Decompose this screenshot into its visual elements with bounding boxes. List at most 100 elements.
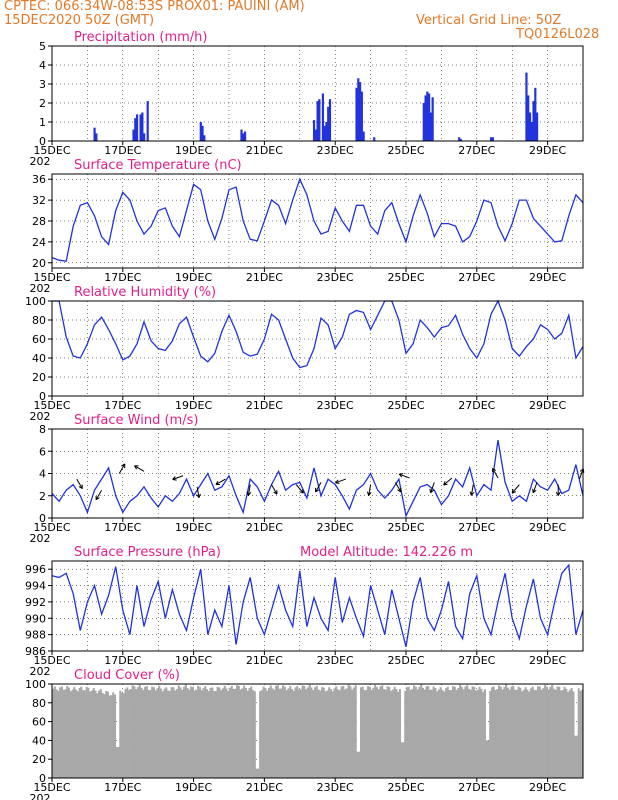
- cloud-bar: [581, 689, 584, 778]
- cloud-bar: [375, 687, 378, 778]
- cloud-bar: [186, 687, 189, 778]
- cloud-bar: [483, 689, 486, 778]
- precip-bar: [431, 97, 434, 141]
- series-line: [51, 439, 584, 518]
- cloud-bar: [147, 689, 150, 778]
- cloud-bar: [64, 689, 67, 778]
- wind-arrow-head: [469, 491, 472, 496]
- cloud-bar: [66, 685, 69, 778]
- wind-arrow-head: [557, 491, 561, 496]
- cloud-bar: [292, 690, 295, 778]
- wind-arrow-shaft: [247, 484, 251, 496]
- x-tick-label: 25DEC: [387, 654, 424, 667]
- cloud-bar: [85, 686, 88, 778]
- x-tick-label: 21DEC: [246, 654, 283, 667]
- cloud-bar: [165, 687, 168, 778]
- cloud-bar: [322, 687, 325, 778]
- wind-arrow: [295, 484, 304, 494]
- panel-5: Cloud Cover (%) 0 20 40 60 80 100 15DEC 17DEC 19D…: [25, 668, 584, 800]
- cloud-bar: [182, 686, 186, 778]
- wind-arrow: [315, 482, 322, 493]
- precip-bar: [525, 72, 528, 141]
- y-tick-label: 100: [25, 295, 46, 308]
- panel-2: Relative Humidity (%) 0 20 40 60 80 100 15DEC 17…: [25, 285, 584, 423]
- cloud-bar: [252, 690, 255, 778]
- y-tick-label: 36: [32, 173, 46, 186]
- cloud-bar: [510, 686, 513, 778]
- cloud-bar: [73, 687, 76, 778]
- cloud-bar: [464, 686, 467, 778]
- x-tick-label: 23DEC: [317, 399, 354, 412]
- cloud-bar: [441, 689, 444, 778]
- cloud-bar: [374, 684, 377, 778]
- cloud-bar: [554, 689, 557, 778]
- cloud-bar: [363, 690, 366, 778]
- precip-bar: [428, 93, 431, 141]
- cloud-bar: [559, 690, 563, 778]
- y-tick-label: 100: [25, 678, 46, 691]
- cloud-bar: [273, 689, 276, 778]
- cloud-bar: [227, 690, 230, 778]
- precip-bar: [532, 101, 535, 141]
- wind-arrow: [246, 484, 252, 496]
- cloud-bar: [92, 688, 95, 778]
- cloud-bar: [305, 689, 308, 778]
- cloud-bar: [262, 686, 265, 778]
- cloud-bar: [282, 685, 285, 778]
- x-tick-label: 21DEC: [246, 521, 283, 534]
- cloud-bar: [129, 688, 132, 778]
- y-tick-label: 20: [32, 371, 46, 384]
- wind-arrow: [366, 484, 372, 496]
- precip-bar: [535, 112, 539, 141]
- cloud-bar: [455, 689, 458, 778]
- wind-arrow-shaft: [470, 484, 474, 496]
- cloud-bar: [354, 685, 357, 778]
- precip-bar: [143, 133, 146, 141]
- cloud-bar: [340, 686, 343, 778]
- cloud-bar: [367, 686, 370, 778]
- cloud-bar: [549, 686, 552, 778]
- cloud-bar: [200, 690, 203, 778]
- cloud-bar: [565, 688, 568, 778]
- x-tick-label: 15DEC: [33, 144, 70, 157]
- cloud-bar: [140, 687, 143, 778]
- panel-4: Surface Pressure (hPa) Model Altitude: 14…: [25, 545, 584, 678]
- cloud-bar: [347, 684, 350, 778]
- wind-arrow-head: [512, 491, 517, 494]
- wind-arrow-shaft: [335, 478, 346, 484]
- cloud-bar: [370, 689, 373, 778]
- cloud-bar: [89, 691, 92, 778]
- precip-bar: [318, 99, 321, 141]
- x-tick-label: 15DEC: [33, 399, 70, 412]
- panel-frame: [51, 428, 584, 519]
- x-tick-label: 23DEC: [317, 781, 354, 794]
- cloud-bar: [556, 686, 559, 778]
- cloud-bar: [446, 686, 449, 778]
- x-tick-label: 27DEC: [458, 654, 495, 667]
- wind-arrow-head: [470, 492, 475, 496]
- panel-title: Precipitation (mm/h): [74, 30, 207, 45]
- cloud-bar: [386, 686, 389, 778]
- x-tick-label: 15DEC: [33, 781, 70, 794]
- wind-arrow-head: [398, 473, 403, 478]
- cloud-bar: [175, 688, 178, 778]
- cloud-bar: [152, 687, 155, 778]
- cloud-bar: [105, 691, 108, 778]
- x-tick-label: 17DEC: [104, 781, 141, 794]
- header-model-id: TQ0126L028: [516, 27, 600, 42]
- wind-arrow-shaft: [492, 468, 499, 479]
- x-tick-label: 23DEC: [317, 521, 354, 534]
- wind-arrow: [196, 486, 201, 498]
- wind-arrow: [271, 484, 278, 495]
- wind-arrow-head: [335, 482, 340, 484]
- cloud-bar: [112, 692, 115, 778]
- x-tick-label: 21DEC: [246, 399, 283, 412]
- cloud-bar: [382, 688, 386, 778]
- cloud-bar: [540, 689, 543, 778]
- cloud-bar: [190, 686, 193, 778]
- cloud-bar: [344, 689, 347, 778]
- cloud-bar: [313, 687, 317, 778]
- precip-bar: [491, 137, 494, 141]
- cloud-bar: [184, 684, 187, 778]
- cloud-bar: [214, 690, 217, 778]
